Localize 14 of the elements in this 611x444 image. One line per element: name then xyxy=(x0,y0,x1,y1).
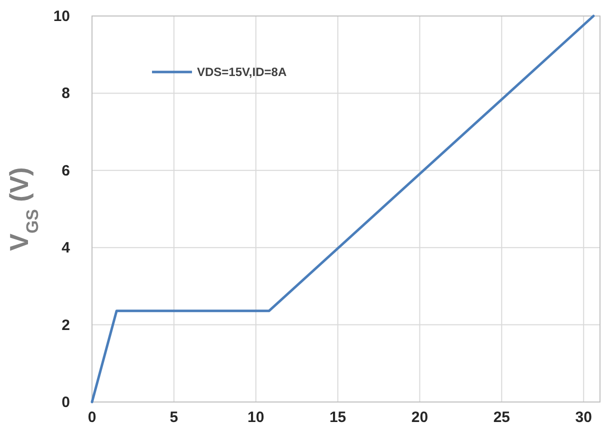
x-tick-label: 30 xyxy=(575,409,592,426)
x-tick-label: 25 xyxy=(493,409,510,426)
x-tick-label: 10 xyxy=(248,409,264,426)
legend-label: VDS=15V,ID=8A xyxy=(197,65,287,79)
y-tick-label: 4 xyxy=(62,240,71,257)
x-tick-label: 0 xyxy=(88,409,96,426)
x-tick-label: 5 xyxy=(170,409,178,426)
y-tick-label: 6 xyxy=(62,162,70,180)
y-tick-label: 2 xyxy=(62,316,70,334)
x-tick-label: 15 xyxy=(329,409,346,426)
y-tick-label: 8 xyxy=(62,85,70,102)
y-tick-label: 10 xyxy=(53,8,70,25)
x-tick-label: 20 xyxy=(411,409,428,426)
y-tick-label: 0 xyxy=(62,394,70,411)
